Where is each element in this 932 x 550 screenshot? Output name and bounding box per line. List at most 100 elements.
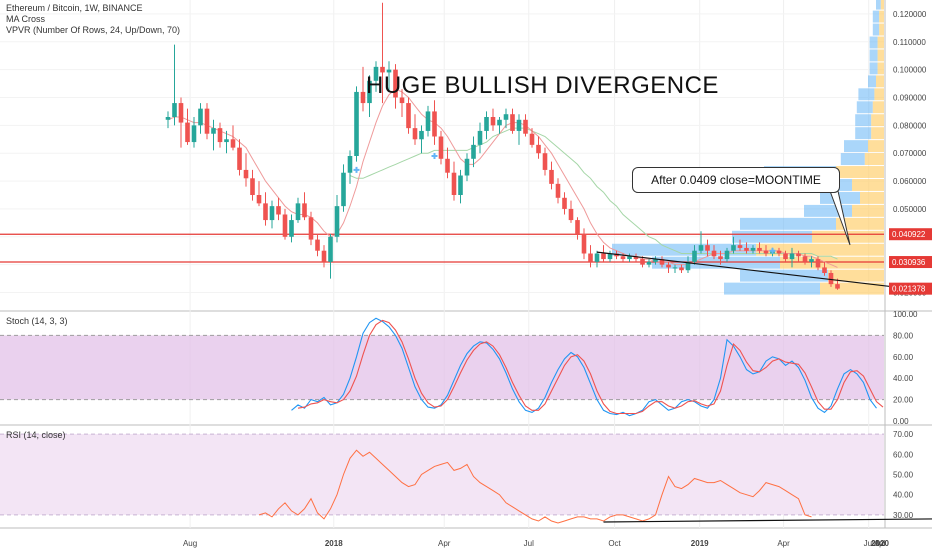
stoch-band — [0, 335, 884, 400]
volume-profile-up-bar — [740, 217, 836, 230]
volume-profile-down-bar — [756, 243, 884, 256]
candle-body — [568, 208, 574, 221]
rsi-tick-label: 60.00 — [893, 450, 914, 459]
candle-body — [523, 119, 528, 134]
candle-body — [289, 220, 294, 237]
candle-body — [432, 111, 437, 137]
candle-body — [256, 195, 262, 204]
candle-body — [542, 153, 548, 170]
volume-profile-down-bar — [872, 101, 884, 114]
volume-profile-down-bar — [868, 140, 884, 153]
candle-body — [601, 253, 606, 260]
candle-body — [640, 259, 645, 265]
candle-body — [776, 250, 782, 254]
ma-cross-marker — [769, 247, 776, 254]
volume-profile-down-bar — [874, 88, 884, 101]
volume-profile-up-bar — [868, 75, 876, 88]
candle-body — [757, 247, 762, 251]
legend-vpvr: VPVR (Number Of Rows, 24, Up/Down, 70) — [6, 25, 181, 35]
candle-body — [224, 139, 229, 143]
candle-body — [230, 139, 236, 148]
candle-body — [653, 259, 658, 262]
volume-profile-up-bar — [869, 36, 878, 49]
candle-body — [737, 245, 743, 248]
legend-ma-cross: MA Cross — [6, 14, 46, 24]
x-tick-label: Apr — [874, 539, 887, 548]
price-label: 0.021378 — [892, 285, 926, 294]
x-tick-label: Oct — [608, 539, 621, 548]
candle-body — [217, 128, 223, 143]
x-tick-label: Jul — [875, 539, 885, 548]
x-tick-label: Apr — [777, 539, 790, 548]
callout-annotation: After 0.0409 close=MOONTIME — [632, 167, 840, 193]
ma-cross-marker — [353, 166, 360, 173]
candle-body — [276, 206, 281, 215]
candle-body — [549, 169, 554, 184]
x-tick-label: 2019 — [691, 539, 709, 548]
candle-body — [731, 245, 736, 251]
rsi-band — [0, 434, 884, 515]
rsi-tick-label: 30.00 — [893, 511, 914, 520]
stoch-tick-label: 80.00 — [893, 331, 914, 340]
price-tick-label: 0.090000 — [893, 94, 927, 103]
candle-body — [347, 156, 353, 173]
candle-body — [718, 256, 723, 260]
candle-body — [211, 128, 216, 134]
callout-pointer — [829, 190, 851, 246]
candle-body — [178, 103, 184, 123]
rsi-tick-label: 70.00 — [893, 430, 914, 439]
candle-body — [510, 114, 515, 131]
stoch-tick-label: 100.00 — [893, 310, 918, 319]
candle-body — [315, 239, 320, 251]
price-tick-label: 0.080000 — [893, 121, 927, 130]
candle-body — [295, 203, 301, 221]
volume-profile-down-bar — [871, 114, 884, 127]
legend-rsi: RSI (14, close) — [6, 430, 66, 440]
candle-body — [633, 256, 639, 260]
volume-profile-down-bar — [876, 75, 884, 88]
volume-profile-up-bar — [872, 23, 880, 36]
price-tick-label: 0.070000 — [893, 149, 927, 158]
volume-profile-up-bar — [855, 114, 872, 127]
volume-profile-down-bar — [871, 127, 884, 140]
candle-body — [607, 253, 613, 260]
volume-profile-up-bar — [858, 88, 875, 101]
candle-body — [711, 250, 717, 257]
candle-body — [705, 245, 710, 251]
volume-profile-up-bar — [844, 140, 868, 153]
candle-body — [360, 91, 366, 104]
volume-profile-down-bar — [877, 62, 884, 75]
candle-body — [750, 247, 756, 251]
volume-profile-up-bar — [724, 282, 820, 295]
price-tick-label: 0.110000 — [893, 38, 926, 47]
candle-body — [269, 206, 275, 221]
candle-body — [399, 97, 405, 104]
candle-body — [763, 250, 769, 254]
candle-body — [659, 259, 665, 265]
candle-body — [191, 125, 197, 143]
volume-profile-down-bar — [864, 153, 884, 166]
price-label-bg — [889, 282, 932, 295]
volume-profile-down-bar — [820, 282, 884, 295]
volume-profile-up-bar — [840, 153, 865, 166]
candle-body — [802, 256, 808, 262]
price-tick-label: 0.100000 — [893, 66, 927, 75]
candle-body — [490, 117, 496, 126]
volume-profile-up-bar — [855, 127, 872, 140]
price-tick-label: 0.050000 — [893, 205, 927, 214]
stoch-tick-label: 20.00 — [893, 396, 914, 405]
volume-profile-down-bar — [880, 0, 884, 10]
candle-body — [477, 130, 483, 145]
x-tick-label: Jul — [864, 539, 874, 548]
rsi-tick-label: 50.00 — [893, 470, 914, 479]
x-tick-label: Jul — [524, 539, 534, 548]
candle-body — [594, 253, 600, 262]
stoch-d-line — [297, 319, 884, 415]
stoch-tick-label: 40.00 — [893, 374, 914, 383]
candle-body — [627, 256, 632, 260]
price-label-bg — [889, 256, 932, 269]
volume-profile-up-bar — [652, 256, 780, 269]
candle-body — [458, 175, 463, 195]
candle-body — [185, 122, 190, 143]
